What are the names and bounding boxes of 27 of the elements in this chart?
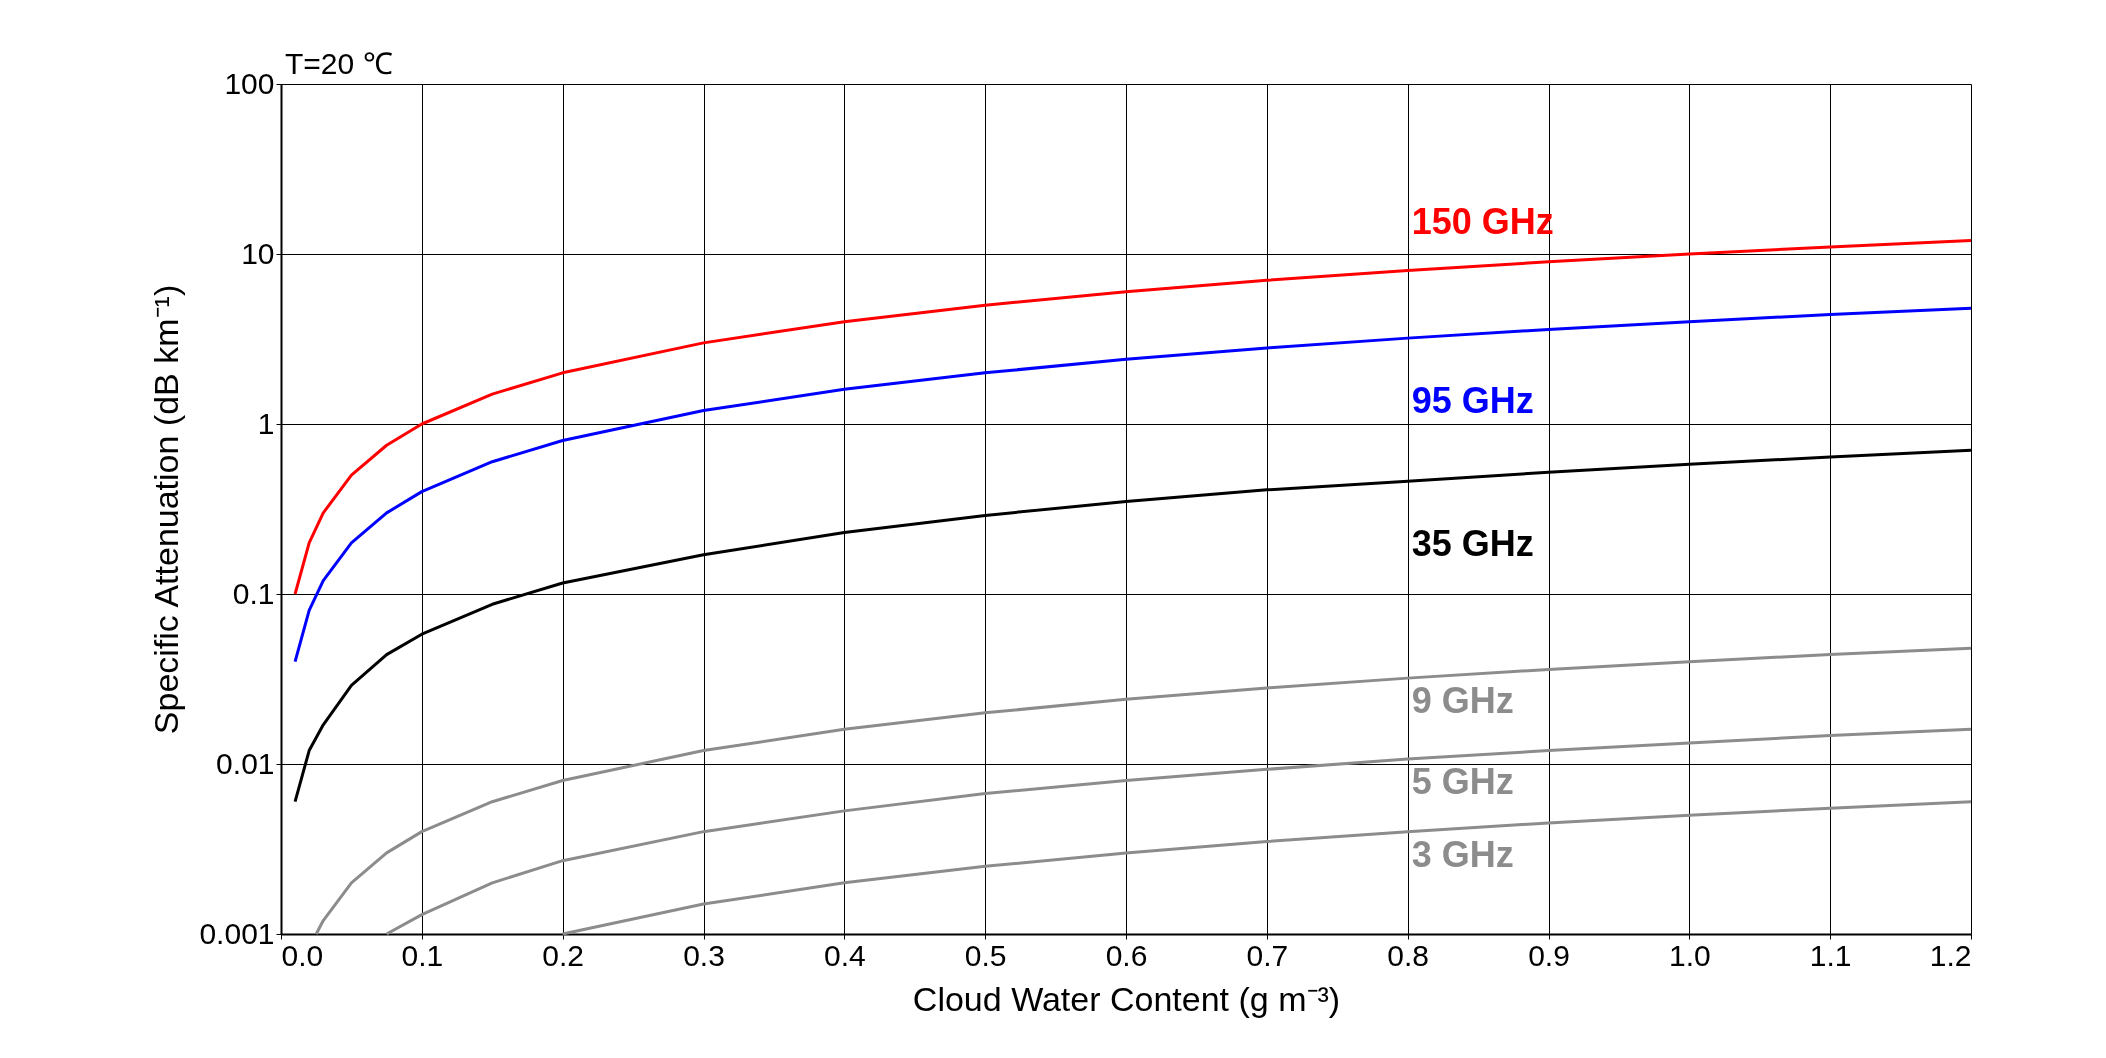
x-tick-label: 1.1 [1809, 938, 1852, 972]
x-tick-label: 0.4 [823, 938, 866, 972]
x-tick-label: 0.6 [1105, 938, 1148, 972]
y-tick-label: 0.1 [232, 576, 275, 610]
y-tick-label: 100 [224, 66, 275, 100]
series-label: 5 GHz [1411, 761, 1514, 803]
y-tick-label: 10 [241, 236, 275, 270]
y-tick-label: 1 [257, 406, 275, 440]
series-label: 9 GHz [1411, 680, 1514, 722]
x-tick-label: 0.5 [964, 938, 1007, 972]
x-tick-label: 0.3 [683, 938, 725, 972]
x-tick-label: 1.2 [1929, 938, 1972, 972]
x-tick-label: 0.1 [401, 938, 444, 972]
series-label: 3 GHz [1411, 833, 1514, 875]
x-tick-label: 1.0 [1668, 938, 1711, 972]
y-axis-title: Specific Attenuation (dB km⁻¹) [147, 284, 186, 735]
y-tick-label: 0.01 [216, 746, 275, 780]
x-tick-label: 0.2 [542, 938, 585, 972]
text: T=20 ℃ [285, 47, 393, 80]
y-tick-label: 0.001 [199, 916, 275, 950]
x-tick-label: 0.7 [1246, 938, 1289, 972]
x-tick-label: 0.9 [1528, 938, 1570, 972]
x-axis-title: Cloud Water Content (g m⁻³) [912, 979, 1341, 1018]
x-tick-label: 0.8 [1387, 938, 1430, 972]
series-label: 95 GHz [1411, 380, 1534, 422]
x-tick-label: 0.0 [281, 938, 324, 972]
series-label: 35 GHz [1411, 523, 1534, 565]
